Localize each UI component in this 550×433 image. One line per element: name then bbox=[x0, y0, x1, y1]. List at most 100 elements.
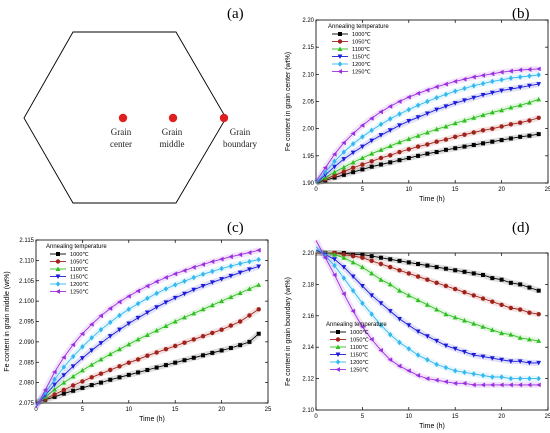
data-point bbox=[480, 92, 486, 98]
data-point bbox=[210, 350, 215, 355]
x-tick-label: 10 bbox=[405, 187, 412, 193]
data-point bbox=[145, 353, 150, 358]
data-point bbox=[406, 136, 412, 141]
data-point bbox=[247, 313, 252, 318]
legend-marker bbox=[337, 46, 343, 51]
data-point bbox=[453, 146, 458, 151]
data-point bbox=[415, 115, 421, 120]
data-point bbox=[126, 372, 131, 377]
series-5 bbox=[33, 247, 261, 410]
data-point bbox=[480, 296, 486, 301]
data-point bbox=[89, 348, 95, 353]
series-2 bbox=[34, 282, 262, 407]
data-point bbox=[471, 74, 476, 80]
data-point bbox=[70, 353, 76, 360]
data-point bbox=[369, 270, 375, 276]
data-point bbox=[406, 119, 412, 124]
data-point bbox=[247, 339, 252, 344]
data-point bbox=[70, 342, 76, 348]
x-tick-label: 5 bbox=[81, 407, 85, 413]
data-point bbox=[163, 300, 169, 305]
data-point bbox=[462, 269, 467, 274]
data-point bbox=[89, 321, 94, 327]
data-point bbox=[489, 356, 495, 361]
data-point bbox=[462, 369, 467, 376]
data-point bbox=[256, 247, 261, 253]
data-point bbox=[332, 262, 337, 269]
grain-center-dot bbox=[118, 113, 128, 123]
data-point bbox=[341, 149, 347, 155]
data-point bbox=[387, 357, 393, 363]
data-point bbox=[508, 375, 514, 382]
data-point bbox=[98, 326, 104, 333]
data-point bbox=[61, 354, 66, 360]
data-point bbox=[191, 287, 197, 293]
data-point bbox=[351, 170, 356, 175]
data-point bbox=[536, 338, 542, 343]
data-point bbox=[462, 290, 467, 295]
series-4 bbox=[313, 71, 541, 185]
data-point bbox=[144, 283, 150, 289]
legend-marker bbox=[55, 289, 60, 294]
data-point bbox=[210, 268, 215, 275]
data-point bbox=[378, 162, 383, 167]
data-point bbox=[360, 162, 365, 167]
plot-frame bbox=[315, 252, 549, 411]
data-point bbox=[360, 144, 365, 150]
data-point bbox=[499, 382, 504, 388]
y-tick-label: 2.090 bbox=[19, 340, 35, 346]
data-point bbox=[415, 144, 421, 149]
y-tick-label: 2.15 bbox=[302, 45, 314, 51]
series-3 bbox=[314, 81, 542, 186]
legend-entry-label: 1200℃ bbox=[70, 282, 89, 288]
data-point bbox=[443, 91, 449, 98]
data-point bbox=[323, 169, 328, 175]
legend-marker bbox=[55, 274, 61, 279]
data-point bbox=[154, 350, 159, 355]
data-point bbox=[481, 272, 486, 277]
data-point bbox=[415, 297, 421, 303]
data-point bbox=[154, 290, 159, 297]
data-point bbox=[406, 156, 411, 161]
data-point bbox=[80, 385, 85, 390]
legend-entry-label: 1000℃ bbox=[70, 252, 89, 258]
series-2 bbox=[314, 96, 542, 186]
data-point bbox=[471, 115, 477, 120]
legend-entry-label: 1100℃ bbox=[350, 345, 369, 351]
data-point bbox=[350, 165, 356, 170]
panel-label-a: (a) bbox=[227, 6, 244, 22]
data-point bbox=[350, 131, 356, 136]
data-point bbox=[173, 360, 178, 365]
x-tick-label: 15 bbox=[172, 407, 179, 413]
data-point bbox=[425, 142, 430, 147]
data-point bbox=[228, 254, 233, 260]
y-tick-label: 2.10 bbox=[302, 72, 314, 78]
series-1 bbox=[34, 306, 261, 407]
data-point bbox=[256, 282, 262, 287]
legend-entry-label: 1150℃ bbox=[350, 353, 369, 359]
data-point bbox=[135, 288, 141, 294]
data-point bbox=[182, 340, 187, 345]
data-point bbox=[61, 387, 67, 393]
legend-marker bbox=[335, 337, 341, 342]
data-point bbox=[406, 292, 412, 298]
series-1 bbox=[316, 250, 541, 318]
data-point bbox=[70, 383, 76, 388]
data-point bbox=[517, 382, 523, 388]
data-point bbox=[388, 264, 393, 270]
data-point bbox=[499, 357, 504, 363]
data-point bbox=[527, 133, 532, 138]
legend-marker bbox=[335, 359, 341, 365]
x-tick-label: 15 bbox=[452, 187, 459, 193]
data-point bbox=[424, 376, 430, 381]
data-point bbox=[508, 75, 514, 81]
data-point bbox=[350, 308, 356, 314]
grain-boundary-label-1: Grain bbox=[230, 127, 251, 137]
data-point bbox=[480, 128, 486, 133]
data-point bbox=[527, 83, 532, 89]
y-tick-label: 2.12 bbox=[302, 377, 314, 383]
data-point bbox=[135, 357, 141, 362]
legend-marker bbox=[335, 367, 340, 372]
data-point bbox=[536, 360, 542, 366]
